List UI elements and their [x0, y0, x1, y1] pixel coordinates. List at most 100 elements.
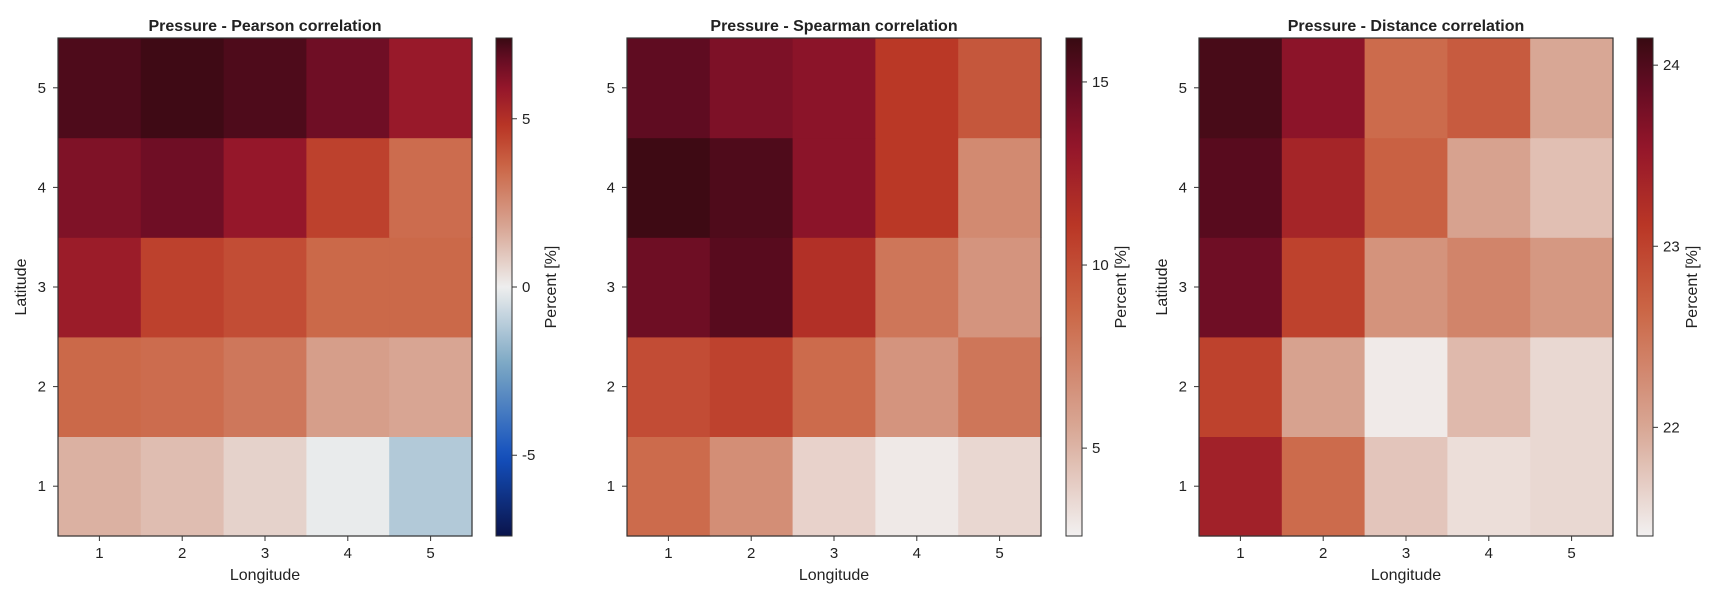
heatmap-cell — [223, 336, 307, 437]
heatmap-cell — [1364, 38, 1448, 139]
heatmap-cell — [709, 38, 794, 139]
heatmap-cell — [958, 237, 1042, 338]
heatmap-cell — [306, 38, 390, 139]
x-tick-label: 2 — [747, 545, 755, 562]
heatmap-cell — [1447, 38, 1531, 139]
colorbar-label: Percent [%] — [1113, 246, 1130, 329]
heatmap-cell — [627, 336, 711, 437]
heatmap-cell — [1281, 38, 1366, 139]
heatmap-cell — [389, 237, 473, 338]
heatmap-cell — [1281, 336, 1366, 437]
heatmap-cell — [58, 436, 142, 537]
x-tick-label: 1 — [664, 545, 672, 562]
heatmap-cell — [958, 38, 1042, 139]
heatmap-cell — [875, 137, 959, 238]
heatmap-cell — [389, 38, 473, 139]
colorbar-label: Percent [%] — [1684, 246, 1701, 329]
heatmap-cell — [792, 137, 876, 238]
heatmap-cell — [1447, 237, 1531, 338]
y-axis-label: Latitude — [1154, 258, 1171, 315]
heatmap-cell — [389, 436, 473, 537]
heatmap-cell — [627, 237, 711, 338]
x-tick-label: 3 — [261, 545, 269, 562]
chart-title: Pressure - Spearman correlation — [710, 18, 957, 35]
colorbar — [1636, 37, 1654, 537]
heatmap-cell — [1530, 336, 1614, 437]
heatmap-cell — [58, 336, 142, 437]
y-axis-label: Latitude — [13, 258, 30, 315]
heatmap-cell — [1530, 137, 1614, 238]
x-tick-label: 5 — [1567, 545, 1575, 562]
x-tick-label: 4 — [1485, 545, 1493, 562]
x-tick-label: 2 — [178, 545, 186, 562]
y-tick-label: 5 — [607, 80, 615, 97]
colorbar-tick-label: 5 — [522, 111, 530, 128]
y-tick-label: 5 — [1179, 80, 1187, 97]
heatmap-cell — [306, 237, 390, 338]
heatmap-cell — [1364, 336, 1448, 437]
heatmap-cell — [709, 237, 794, 338]
heatmap-cell — [1199, 336, 1283, 437]
heatmap-cell — [1530, 436, 1614, 537]
colorbar-tick-label: 10 — [1092, 257, 1109, 274]
x-tick-label: 4 — [913, 545, 921, 562]
y-tick-label: 3 — [1179, 279, 1187, 296]
heatmap-cell — [306, 336, 390, 437]
colorbar-label: Percent [%] — [543, 246, 560, 329]
heatmap-cell — [1447, 436, 1531, 537]
x-tick-label: 1 — [95, 545, 103, 562]
heatmap-cell — [627, 38, 711, 139]
heatmap-cell — [792, 436, 876, 537]
x-tick-label: 5 — [995, 545, 1003, 562]
heatmap-cell — [1447, 137, 1531, 238]
heatmap-cell — [1364, 137, 1448, 238]
heatmap-cell — [58, 237, 142, 338]
y-tick-label: 5 — [38, 80, 46, 97]
y-tick-label: 2 — [607, 379, 615, 396]
y-tick-label: 4 — [607, 179, 615, 196]
x-axis-label: Longitude — [1371, 567, 1441, 584]
y-tick-label: 2 — [38, 379, 46, 396]
heatmap-cell — [958, 336, 1042, 437]
heatmap-cell — [58, 137, 142, 238]
colorbar-tick-label: 24 — [1663, 57, 1680, 74]
heatmap-cell — [627, 436, 711, 537]
heatmap-cell — [306, 436, 390, 537]
heatmap-cell — [1281, 436, 1366, 537]
colorbar — [1065, 37, 1083, 537]
colorbar-tick-label: 5 — [1092, 440, 1100, 457]
y-tick-label: 1 — [38, 478, 46, 495]
x-tick-label: 3 — [1402, 545, 1410, 562]
heatmap-cell — [1199, 237, 1283, 338]
heatmap-cell — [1281, 137, 1366, 238]
y-tick-label: 1 — [1179, 478, 1187, 495]
x-axis-label: Longitude — [230, 567, 300, 584]
x-tick-label: 1 — [1236, 545, 1244, 562]
heatmap-cell — [389, 137, 473, 238]
y-tick-label: 3 — [607, 279, 615, 296]
x-tick-label: 2 — [1319, 545, 1327, 562]
heatmap-cell — [1364, 237, 1448, 338]
heatmap-cell — [1281, 237, 1366, 338]
colorbar-tick-label: 15 — [1092, 74, 1109, 91]
heatmap-cell — [1530, 38, 1614, 139]
heatmap-cell — [306, 137, 390, 238]
heatmap-cell — [140, 38, 225, 139]
x-tick-label: 5 — [426, 545, 434, 562]
heatmap-cell — [875, 336, 959, 437]
colorbar-tick-label: 22 — [1663, 419, 1680, 436]
heatmap-cell — [140, 237, 225, 338]
chart-title: Pressure - Distance correlation — [1288, 18, 1525, 35]
y-tick-label: 2 — [1179, 379, 1187, 396]
heatmap-cell — [627, 137, 711, 238]
heatmap-cell — [792, 237, 876, 338]
heatmap-cell — [58, 38, 142, 139]
heatmap-cell — [389, 336, 473, 437]
heatmap-cell — [140, 336, 225, 437]
colorbar-tick-label: -5 — [522, 447, 535, 464]
heatmap-cell — [792, 38, 876, 139]
colorbar — [495, 37, 513, 537]
heatmap-cell — [875, 436, 959, 537]
heatmap-cell — [1530, 237, 1614, 338]
x-axis-label: Longitude — [799, 567, 869, 584]
